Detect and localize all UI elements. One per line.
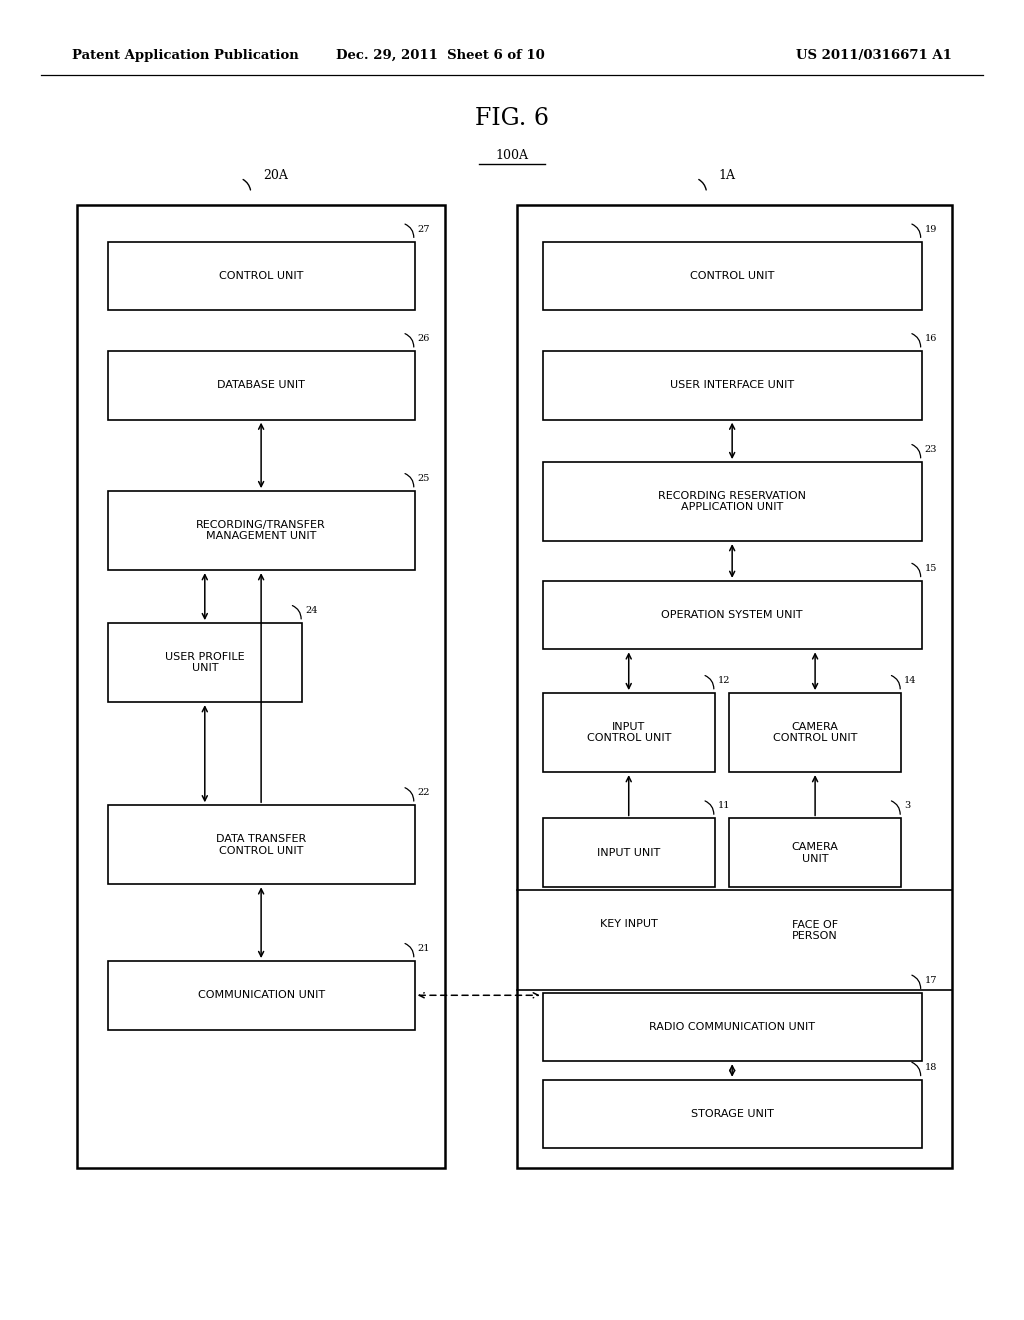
Text: INPUT
CONTROL UNIT: INPUT CONTROL UNIT [587, 722, 671, 743]
Bar [543, 818, 715, 887]
Text: INPUT UNIT: INPUT UNIT [597, 847, 660, 858]
Bar [108, 805, 415, 884]
Text: CONTROL UNIT: CONTROL UNIT [690, 271, 774, 281]
Text: 15: 15 [925, 564, 937, 573]
Text: Patent Application Publication: Patent Application Publication [72, 49, 298, 62]
Bar [543, 351, 922, 420]
Bar [517, 205, 952, 1168]
Text: USER PROFILE
UNIT: USER PROFILE UNIT [165, 652, 245, 673]
Text: DATABASE UNIT: DATABASE UNIT [217, 380, 305, 391]
Text: FACE OF
PERSON: FACE OF PERSON [792, 920, 839, 941]
Bar [543, 462, 922, 541]
Text: 24: 24 [305, 606, 317, 615]
Text: CONTROL UNIT: CONTROL UNIT [219, 271, 303, 281]
Text: STORAGE UNIT: STORAGE UNIT [691, 1109, 773, 1119]
Text: 20A: 20A [263, 169, 288, 182]
Bar [108, 961, 415, 1030]
Text: 100A: 100A [496, 149, 528, 162]
Text: 14: 14 [904, 676, 916, 685]
Text: 26: 26 [418, 334, 430, 343]
Bar [108, 351, 415, 420]
Text: KEY INPUT: KEY INPUT [600, 919, 657, 929]
Text: 12: 12 [718, 676, 730, 685]
Bar [729, 818, 901, 887]
Bar [108, 491, 415, 570]
Text: USER INTERFACE UNIT: USER INTERFACE UNIT [670, 380, 795, 391]
Text: 23: 23 [925, 445, 937, 454]
Text: CAMERA
UNIT: CAMERA UNIT [792, 842, 839, 863]
Bar [77, 205, 445, 1168]
Text: US 2011/0316671 A1: US 2011/0316671 A1 [797, 49, 952, 62]
Bar [729, 693, 901, 772]
Text: 11: 11 [718, 801, 730, 810]
Text: 25: 25 [418, 474, 430, 483]
Text: CAMERA
CONTROL UNIT: CAMERA CONTROL UNIT [773, 722, 857, 743]
Text: DATA TRANSFER
CONTROL UNIT: DATA TRANSFER CONTROL UNIT [216, 834, 306, 855]
Text: 16: 16 [925, 334, 937, 343]
Text: Dec. 29, 2011  Sheet 6 of 10: Dec. 29, 2011 Sheet 6 of 10 [336, 49, 545, 62]
Text: 21: 21 [418, 944, 430, 953]
Text: 19: 19 [925, 224, 937, 234]
Bar [543, 581, 922, 649]
Text: 3: 3 [904, 801, 910, 810]
Bar [543, 242, 922, 310]
Text: 22: 22 [418, 788, 430, 797]
Bar [543, 693, 715, 772]
Text: RECORDING RESERVATION
APPLICATION UNIT: RECORDING RESERVATION APPLICATION UNIT [658, 491, 806, 512]
Text: COMMUNICATION UNIT: COMMUNICATION UNIT [198, 990, 325, 1001]
Text: RADIO COMMUNICATION UNIT: RADIO COMMUNICATION UNIT [649, 1022, 815, 1032]
Text: 27: 27 [418, 224, 430, 234]
Text: FIG. 6: FIG. 6 [475, 107, 549, 131]
Bar [543, 993, 922, 1061]
Bar [108, 242, 415, 310]
Text: RECORDING/TRANSFER
MANAGEMENT UNIT: RECORDING/TRANSFER MANAGEMENT UNIT [197, 520, 326, 541]
Text: 18: 18 [925, 1063, 937, 1072]
Text: OPERATION SYSTEM UNIT: OPERATION SYSTEM UNIT [662, 610, 803, 620]
Bar [543, 1080, 922, 1148]
Text: 17: 17 [925, 975, 937, 985]
Text: 1A: 1A [719, 169, 736, 182]
Bar [108, 623, 302, 702]
